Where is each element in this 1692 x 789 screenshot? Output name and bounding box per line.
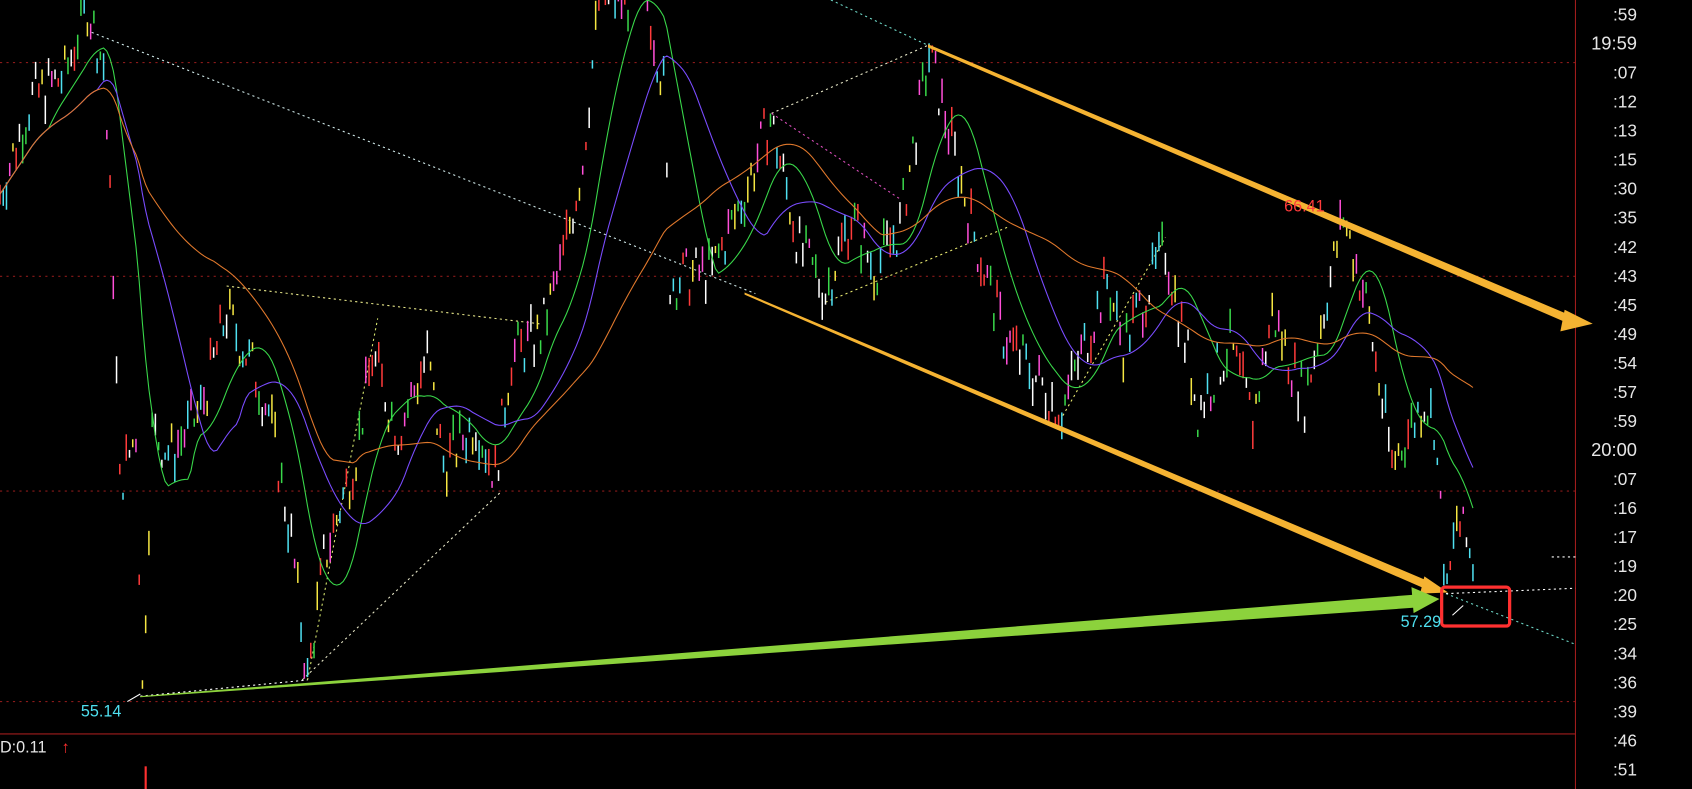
moving-average-line: [0, 0, 1474, 586]
moving-average-line: [0, 87, 1474, 466]
axis-label: 19:59: [1591, 33, 1637, 54]
trendline[interactable]: [307, 318, 379, 681]
axis-label: :46: [1613, 730, 1637, 750]
trendline[interactable]: [140, 679, 308, 697]
trendline[interactable]: [771, 112, 902, 201]
axis-label: :43: [1613, 266, 1637, 286]
upper-channel-arrow[interactable]: [928, 44, 1578, 326]
moving-average-line: [0, 55, 1474, 525]
high-label: 66.41: [1284, 198, 1324, 216]
trendline[interactable]: [301, 490, 503, 681]
axis-label: :34: [1613, 643, 1637, 663]
axis-label: :19: [1613, 556, 1637, 576]
trendline[interactable]: [1062, 237, 1166, 416]
trendline[interactable]: [830, 0, 929, 46]
trendline[interactable]: [226, 285, 540, 325]
low-label: 55.14: [81, 703, 121, 721]
axis-label: :39: [1613, 701, 1637, 721]
pointer-arrow: [127, 693, 141, 703]
axis-label: :42: [1613, 237, 1637, 257]
axis-label: :59: [1613, 411, 1637, 431]
support-arrowhead[interactable]: [1411, 587, 1440, 614]
candles: [0, 0, 1474, 689]
local-low-label: 57.29: [1401, 613, 1441, 631]
axis-label: :07: [1613, 469, 1637, 489]
price-labels: 66.41 57.29 55.14: [81, 198, 1464, 721]
trend-arrows[interactable]: [140, 44, 1593, 698]
upper-channel-arrowhead[interactable]: [1560, 309, 1593, 332]
axis-label: :51: [1613, 759, 1637, 779]
lower-channel-arrow[interactable]: [744, 292, 1430, 590]
axis-label: :15: [1613, 150, 1637, 170]
axis-label: :17: [1613, 527, 1637, 547]
moving-averages: [0, 0, 1474, 586]
axis-label: :57: [1613, 382, 1637, 402]
axis-label: 20:00: [1591, 439, 1637, 460]
right-time-axis: :59 19:59 :07 :12 :13 :15 :30 :35 :42 :43 :45 :49 :5…: [1591, 5, 1637, 780]
indicator-panel: D:0.11 ↑: [0, 738, 147, 789]
drawn-lines[interactable]: [91, 0, 1576, 697]
axis-label: :12: [1613, 92, 1637, 112]
axis-label: :49: [1613, 324, 1637, 344]
axis-label: :59: [1613, 5, 1637, 25]
trendline[interactable]: [771, 44, 929, 114]
highlight-box[interactable]: [1440, 585, 1512, 628]
axis-label: :13: [1613, 121, 1637, 141]
axis-label: :07: [1613, 63, 1637, 83]
trendline[interactable]: [1445, 593, 1576, 645]
axis-label: :16: [1613, 498, 1637, 518]
axis-label: :25: [1613, 614, 1637, 634]
axis-label: :36: [1613, 672, 1637, 692]
indicator-value: D:0.11: [0, 738, 46, 756]
pointer-arrow: [1452, 605, 1464, 616]
axis-label: :30: [1613, 179, 1637, 199]
indicator-arrow-icon: ↑: [62, 738, 70, 756]
axis-label: :20: [1613, 585, 1637, 605]
grid: [0, 0, 1576, 789]
axis-label: :35: [1613, 208, 1637, 228]
trendline[interactable]: [825, 226, 1010, 303]
trendline[interactable]: [91, 31, 756, 295]
support-arrow[interactable]: [140, 594, 1415, 698]
axis-label: :45: [1613, 295, 1637, 315]
axis-label: :54: [1613, 353, 1637, 373]
